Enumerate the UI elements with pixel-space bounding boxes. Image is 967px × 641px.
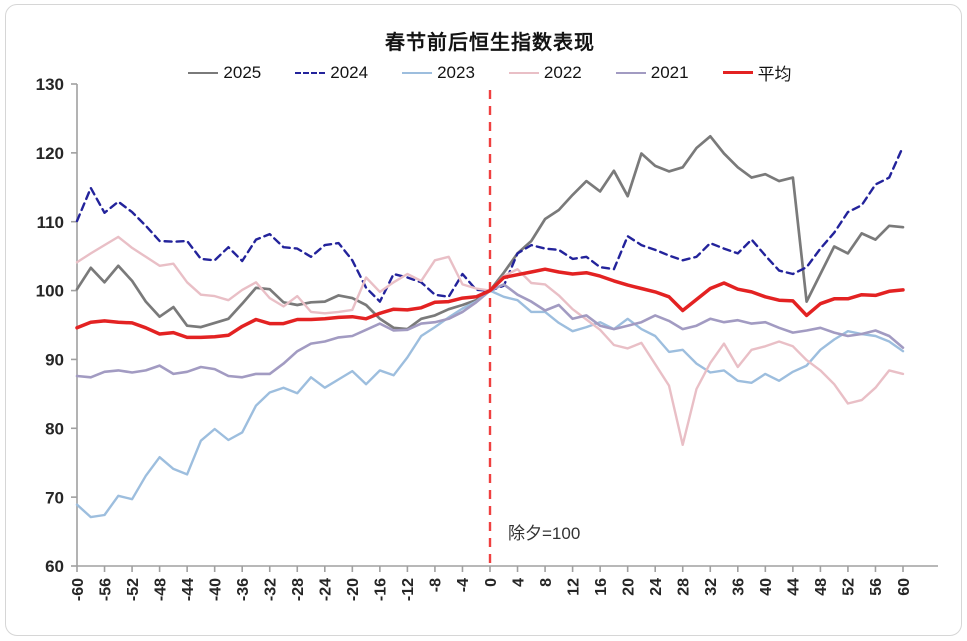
legend-label: 2022 xyxy=(543,62,582,82)
x-tick-label: 12 xyxy=(565,578,582,596)
series-line-平均 xyxy=(75,267,905,340)
x-tick-label: -8 xyxy=(428,578,445,592)
legend-swatch-平均 xyxy=(722,71,753,74)
x-tick-label: 28 xyxy=(675,578,692,596)
x-tick-label: 4 xyxy=(510,578,527,587)
x-tick-label: 48 xyxy=(813,578,830,596)
x-tick-label: -52 xyxy=(125,578,142,601)
legend-swatch-2023 xyxy=(402,71,433,74)
y-tick-label: 80 xyxy=(45,419,64,438)
legend-label: 2025 xyxy=(223,62,262,82)
x-tick-label: 44 xyxy=(786,578,803,596)
chart-title: 春节前后恒生指数表现 xyxy=(385,32,595,54)
y-tick-label: 60 xyxy=(45,557,64,576)
y-tick-label: 90 xyxy=(45,351,64,370)
legend-swatch-2025 xyxy=(188,71,219,74)
x-tick-label: -60 xyxy=(70,578,87,601)
x-tick-label: 56 xyxy=(868,578,885,596)
legend-item-2021: 2021 xyxy=(615,62,689,83)
x-tick-label: -28 xyxy=(290,578,307,601)
y-tick-label: 70 xyxy=(45,488,64,507)
x-tick-label: 36 xyxy=(731,578,748,596)
x-tick-label: 60 xyxy=(896,578,913,596)
legend-label: 2023 xyxy=(437,62,475,82)
x-tick-label: -12 xyxy=(400,578,417,601)
legend-swatch-2021 xyxy=(615,71,646,74)
x-tick-label: 24 xyxy=(648,578,665,596)
x-tick-label: -4 xyxy=(455,578,472,592)
y-tick-label: 120 xyxy=(36,144,64,163)
x-tick-label: -48 xyxy=(152,578,169,601)
legend-label: 平均 xyxy=(757,65,792,84)
x-tick-label: 20 xyxy=(620,578,637,596)
x-tick-label: -16 xyxy=(373,578,390,601)
x-tick-label: -32 xyxy=(262,578,279,601)
legend-item-2023: 2023 xyxy=(402,63,475,83)
reference-annotation: 除夕=100 xyxy=(508,524,581,543)
legend-label: 2021 xyxy=(650,62,689,82)
x-tick-label: -36 xyxy=(235,578,252,601)
y-tick-label: 110 xyxy=(37,213,64,232)
legend-item-平均: 平均 xyxy=(722,60,792,85)
x-tick-label: -44 xyxy=(180,578,197,601)
x-tick-label: -56 xyxy=(97,578,114,601)
chart-card xyxy=(5,4,962,636)
legend-swatch-2022 xyxy=(508,71,539,74)
legend-swatch-2024 xyxy=(295,71,326,74)
legend-item-2025: 2025 xyxy=(188,63,261,83)
x-tick-label: 52 xyxy=(841,578,858,596)
x-tick-label: 32 xyxy=(703,578,720,596)
x-tick-label: -24 xyxy=(318,578,335,601)
x-tick-label: 8 xyxy=(538,578,555,587)
x-tick-label: 16 xyxy=(593,578,610,596)
x-tick-label: -20 xyxy=(345,578,362,601)
y-tick-label: 130 xyxy=(36,75,64,94)
legend-item-2024: 2024 xyxy=(295,63,368,83)
legend-label: 2024 xyxy=(330,62,369,82)
x-tick-label: 0 xyxy=(483,578,500,587)
chart-legend: 2025 2024 2023 2022 2021 平均 xyxy=(77,60,903,85)
x-tick-label: -40 xyxy=(207,578,224,601)
legend-item-2022: 2022 xyxy=(508,62,582,83)
x-tick-label: 40 xyxy=(758,578,775,596)
y-tick-label: 100 xyxy=(36,282,64,301)
series-line-2023 xyxy=(75,289,905,519)
